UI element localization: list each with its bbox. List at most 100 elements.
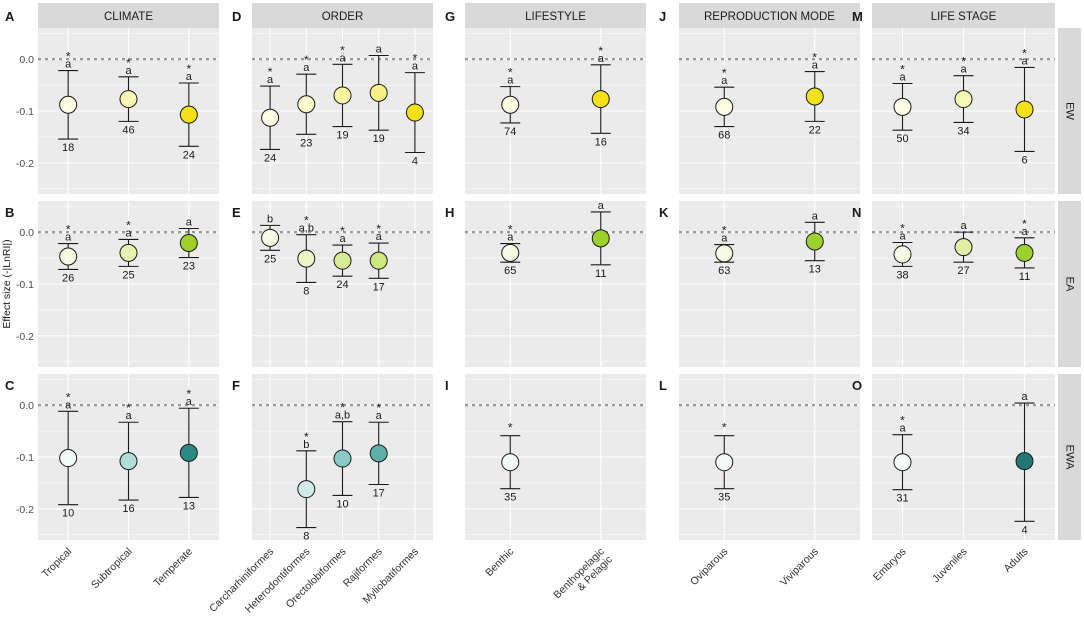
- data-point-group: 26 a*: [58, 223, 79, 284]
- significance-letter: a: [125, 410, 132, 422]
- significance-letter: a: [376, 43, 383, 55]
- significance-letter: a: [186, 71, 193, 83]
- data-point-group: 17 a*: [368, 222, 389, 293]
- sample-size-label: 35: [504, 492, 516, 504]
- significance-letter: a: [65, 399, 72, 411]
- data-point-group: 38 a*: [892, 222, 913, 281]
- sample-size-label: 18: [62, 142, 74, 154]
- panel-letter: F: [232, 378, 240, 393]
- significance-star: *: [1022, 46, 1027, 60]
- sample-size-label: 35: [718, 492, 730, 504]
- data-point: [501, 243, 520, 262]
- data-point-group: 35 *: [714, 421, 735, 504]
- significance-star: *: [340, 43, 345, 57]
- data-point-group: 10 a*: [58, 390, 79, 520]
- sample-size-label: 4: [1021, 524, 1027, 536]
- significance-letter: a: [721, 75, 728, 87]
- data-point: [59, 247, 78, 266]
- data-point-group: 35 *: [500, 421, 521, 504]
- column-strip-title: CLIMATE: [104, 11, 153, 23]
- sample-size-label: 23: [183, 261, 195, 273]
- sample-size-label: 23: [300, 137, 312, 149]
- data-point-group: 46 a*: [118, 56, 139, 136]
- significance-star: *: [598, 44, 603, 58]
- data-point-group: 8 a,b*: [296, 214, 317, 297]
- significance-letter: a: [376, 231, 383, 243]
- significance-letter: b: [267, 213, 273, 225]
- data-point-group: 65 a*: [500, 223, 521, 277]
- significance-star: *: [268, 65, 273, 79]
- panel: 50a*34a*6a*: [872, 28, 1055, 194]
- y-tick-label: -0.2: [16, 504, 34, 516]
- data-point-group: 63 a*: [714, 224, 735, 277]
- column-strip: [252, 3, 433, 28]
- data-point: [715, 244, 734, 263]
- row-strip-label: EWA: [1064, 445, 1076, 470]
- data-point: [715, 453, 734, 472]
- panel-letter: O: [852, 378, 862, 393]
- data-point: [59, 449, 78, 468]
- significance-star: *: [376, 401, 381, 415]
- data-point-group: 13 a*: [178, 387, 199, 512]
- panel: 35 *: [465, 374, 646, 540]
- panel: 26a*25a*23a: [38, 201, 219, 367]
- column-strip: [872, 3, 1055, 28]
- significance-star: *: [722, 421, 727, 435]
- panel-letter: M: [852, 9, 863, 24]
- significance-star: *: [376, 222, 381, 236]
- significance-star: *: [340, 224, 345, 238]
- significance-star: *: [66, 223, 71, 237]
- sample-size-label: 65: [504, 265, 516, 277]
- column-strip-title: LIFE STAGE: [931, 11, 997, 23]
- x-tick-label: Benthic: [483, 546, 516, 579]
- data-point: [333, 449, 352, 468]
- significance-letter: a: [899, 423, 906, 435]
- y-tick-label: -0.2: [16, 158, 34, 170]
- column-strip-title: ORDER: [322, 11, 364, 23]
- data-point-group: 19 a: [368, 43, 389, 145]
- significance-star: *: [186, 62, 191, 76]
- data-point: [369, 83, 388, 102]
- sample-size-label: 68: [718, 130, 730, 142]
- panel: 68a*22a*: [679, 28, 860, 194]
- data-point-group: 17 a*: [368, 401, 389, 499]
- data-point: [501, 453, 520, 472]
- significance-letter: b: [303, 439, 309, 451]
- significance-star: *: [304, 53, 309, 67]
- sample-size-label: 17: [373, 487, 385, 499]
- row-strip-label: EW: [1064, 102, 1076, 120]
- significance-letter: a: [186, 216, 193, 228]
- x-tick-label: Viviparous: [778, 546, 821, 589]
- sample-size-label: 34: [957, 125, 969, 137]
- y-tick-label: -0.1: [16, 279, 34, 291]
- significance-letter: a: [812, 210, 819, 222]
- data-point-group: 11 a: [590, 200, 611, 280]
- significance-letter: a: [267, 74, 274, 86]
- sample-size-label: 16: [122, 503, 134, 515]
- significance-letter: a: [339, 52, 346, 64]
- data-point-group: 13 a: [804, 210, 825, 276]
- panel-letter: G: [445, 9, 455, 24]
- significance-star: *: [186, 387, 191, 401]
- sample-size-label: 13: [809, 264, 821, 276]
- significance-star: *: [812, 51, 817, 65]
- panel: 31a*4a: [872, 374, 1055, 540]
- significance-letter: a: [1021, 55, 1028, 67]
- significance-star: *: [900, 63, 905, 77]
- panel: 65a* 11a: [465, 200, 646, 367]
- x-tick-label: Tropical: [40, 546, 75, 581]
- data-point: [954, 238, 973, 257]
- row-strip: [1058, 374, 1081, 540]
- x-tick-label: Subtropical: [89, 546, 135, 592]
- column-strip: [38, 3, 219, 28]
- significance-letter: a: [412, 61, 419, 73]
- data-point: [261, 228, 280, 247]
- sample-size-label: 11: [1019, 271, 1030, 283]
- sample-size-label: 74: [504, 126, 516, 138]
- data-point: [179, 105, 198, 124]
- sample-size-label: 25: [264, 253, 276, 265]
- data-point: [1015, 243, 1034, 262]
- significance-letter: a: [598, 200, 605, 212]
- sample-size-label: 25: [122, 269, 134, 281]
